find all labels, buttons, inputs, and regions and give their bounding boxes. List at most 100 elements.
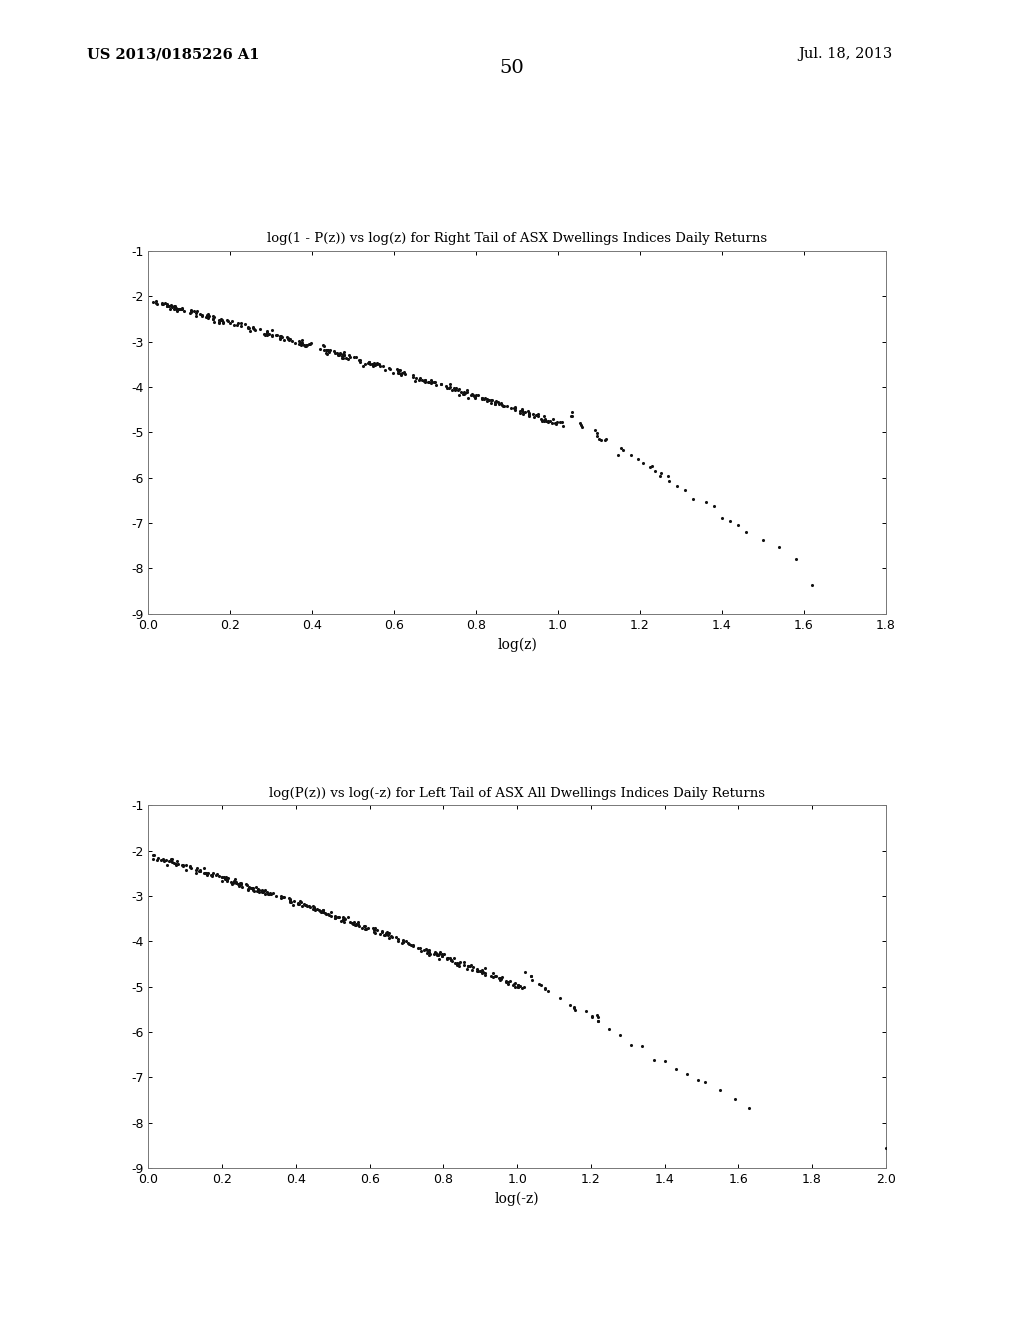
Point (254, 882, 270, 903)
Point (327, 906, 343, 927)
Point (330, 907, 346, 928)
Point (379, 924, 395, 945)
Point (424, 372, 440, 393)
Point (208, 865, 224, 886)
Point (520, 403, 537, 424)
Point (445, 378, 462, 399)
Point (332, 343, 348, 364)
Point (312, 902, 329, 923)
Point (697, 492, 714, 513)
Point (214, 312, 230, 333)
Point (199, 305, 215, 326)
Point (214, 312, 230, 333)
Point (251, 318, 267, 339)
Point (351, 916, 368, 937)
Point (305, 899, 322, 920)
Point (340, 348, 356, 370)
Point (227, 871, 244, 892)
Point (171, 298, 187, 319)
Point (282, 891, 298, 912)
Point (443, 949, 460, 970)
Point (158, 849, 174, 870)
Point (330, 345, 346, 366)
Point (274, 327, 291, 348)
Point (474, 962, 490, 983)
Point (414, 370, 430, 391)
Point (347, 915, 364, 936)
Point (255, 882, 271, 903)
Point (487, 393, 504, 414)
Point (336, 908, 352, 929)
Point (453, 381, 469, 403)
Point (261, 323, 278, 345)
Point (445, 948, 462, 969)
Point (564, 405, 581, 426)
Point (726, 1089, 742, 1110)
Point (329, 342, 345, 363)
Point (259, 321, 275, 342)
Point (434, 945, 451, 966)
Point (322, 339, 338, 360)
Point (193, 304, 209, 325)
Point (196, 858, 212, 879)
Point (245, 317, 261, 338)
Point (492, 968, 508, 989)
Point (486, 393, 503, 414)
Point (187, 859, 204, 880)
Point (466, 385, 482, 407)
Point (197, 862, 213, 883)
Point (267, 886, 284, 907)
Point (430, 944, 446, 965)
Point (335, 909, 351, 931)
Point (459, 380, 475, 401)
Point (224, 310, 241, 331)
Point (306, 898, 323, 919)
Point (238, 314, 254, 335)
Point (389, 362, 406, 383)
Point (168, 297, 184, 318)
Point (298, 334, 314, 355)
Point (313, 900, 330, 921)
Point (229, 874, 246, 895)
Point (404, 935, 421, 956)
Point (590, 1006, 606, 1027)
Point (243, 878, 259, 899)
Point (356, 354, 373, 375)
Point (145, 292, 162, 313)
Point (182, 300, 199, 321)
Point (475, 388, 492, 409)
Point (507, 397, 523, 418)
Point (255, 323, 271, 345)
Point (411, 937, 427, 958)
Point (314, 902, 331, 923)
Point (311, 900, 328, 921)
Point (145, 845, 162, 866)
Point (159, 854, 175, 875)
Point (514, 977, 530, 998)
Point (147, 292, 164, 313)
Point (203, 865, 219, 886)
Point (205, 863, 221, 884)
Point (298, 335, 314, 356)
Point (259, 880, 275, 902)
Point (166, 853, 182, 874)
Point (297, 335, 313, 356)
Point (250, 879, 266, 900)
Point (182, 301, 199, 322)
Point (204, 866, 220, 887)
Point (472, 961, 488, 982)
Point (614, 440, 631, 461)
Point (284, 330, 300, 351)
Title: log(P(z)) vs log(-z) for Left Tail of ASX All Dwellings Indices Daily Returns: log(P(z)) vs log(-z) for Left Tail of AS… (269, 787, 765, 800)
Point (274, 886, 291, 907)
Point (590, 1011, 606, 1032)
Point (334, 343, 350, 364)
Point (343, 912, 359, 933)
Point (220, 869, 237, 890)
Point (425, 371, 441, 392)
Point (155, 293, 171, 314)
Point (496, 396, 512, 417)
Point (530, 973, 547, 994)
Point (196, 862, 212, 883)
Point (174, 298, 190, 319)
